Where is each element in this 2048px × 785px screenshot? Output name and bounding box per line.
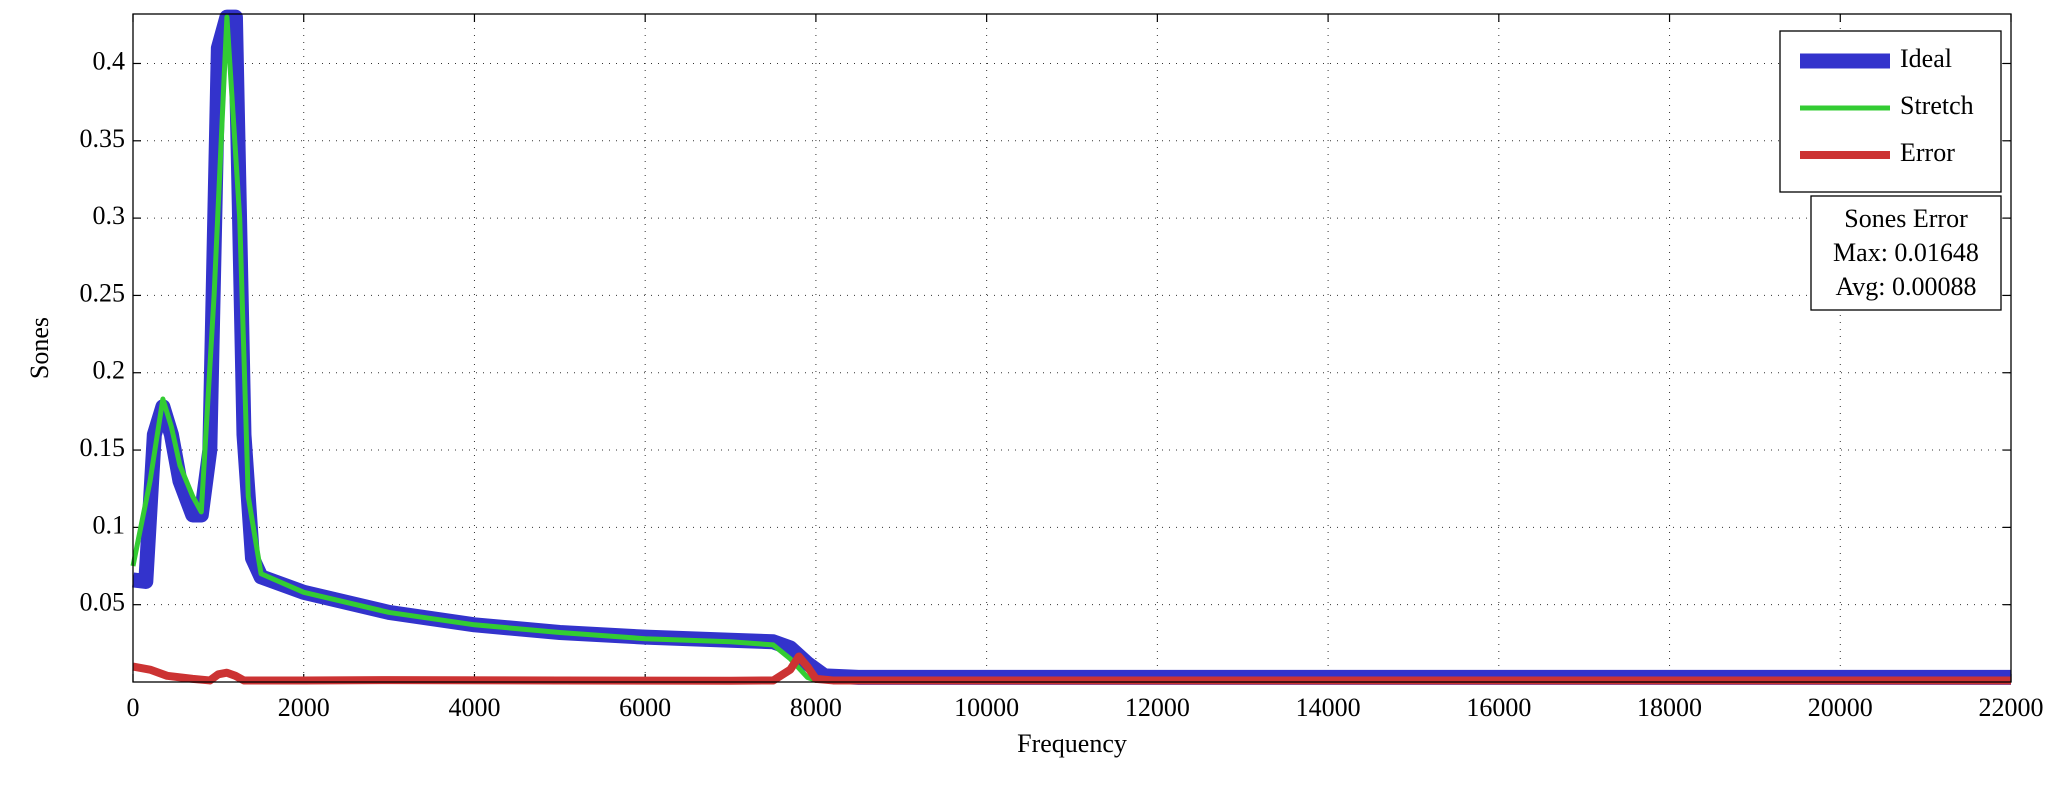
y-tick-label: 0.25 [80, 278, 126, 307]
x-tick-label: 0 [127, 693, 140, 722]
x-tick-label: 22000 [1979, 693, 2044, 722]
x-tick-label: 6000 [619, 693, 671, 722]
x-tick-label: 10000 [954, 693, 1019, 722]
y-axis-label: Sones [25, 317, 54, 379]
y-tick-label: 0.35 [80, 124, 126, 153]
y-tick-label: 0.2 [93, 356, 126, 385]
annotation-text: Max: 0.01648 [1833, 238, 1979, 267]
line-series [130, 14, 2011, 683]
x-tick-label: 4000 [448, 693, 500, 722]
x-tick-label: 14000 [1296, 693, 1361, 722]
x-axis-label: Frequency [1017, 729, 1127, 758]
x-tick-label: 8000 [790, 693, 842, 722]
y-tick-label: 0.3 [93, 201, 126, 230]
legend-label: Error [1900, 138, 1955, 167]
annotation-text: Avg: 0.00088 [1835, 272, 1976, 301]
annotation-box [1810, 195, 2002, 311]
x-tick-label: 16000 [1466, 693, 1531, 722]
annotation-text: Sones Error [1844, 204, 1968, 233]
x-tick-label: 2000 [278, 693, 330, 722]
plot-area [133, 14, 2011, 682]
line-series [132, 652, 2011, 685]
y-tick-label: 0.05 [80, 588, 126, 617]
plot-frame [132, 13, 2012, 683]
y-tick-label: 0.4 [93, 46, 126, 75]
x-tick-label: 12000 [1125, 693, 1190, 722]
y-tick-label: 0.15 [80, 433, 126, 462]
legend-label: Ideal [1900, 44, 1952, 73]
y-tick-label: 0.1 [93, 510, 126, 539]
x-tick-label: 18000 [1637, 693, 1702, 722]
x-tick-label: 20000 [1808, 693, 1873, 722]
legend-label: Stretch [1900, 91, 1974, 120]
